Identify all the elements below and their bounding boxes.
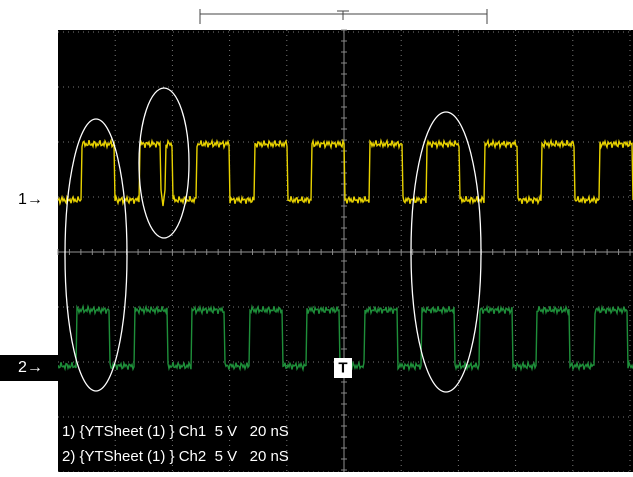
channel-2-marker: 2→ xyxy=(18,359,43,376)
info-line: 1) {YTSheet (1) } Ch1 5 V 20 nS xyxy=(62,423,289,440)
info-line: 2) {YTSheet (1) } Ch2 5 V 20 nS xyxy=(62,448,289,465)
trigger-marker: T xyxy=(338,359,347,376)
channel-1-marker: 1→ xyxy=(18,191,43,208)
page: 1→ 2→ T 1) {YTSheet (1) } Ch1 5 V 20 nS … xyxy=(0,0,633,472)
oscilloscope-screen: 1→ 2→ T 1) {YTSheet (1) } Ch1 5 V 20 nS … xyxy=(0,0,633,472)
